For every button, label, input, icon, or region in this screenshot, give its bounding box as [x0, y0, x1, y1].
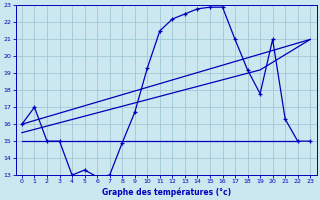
X-axis label: Graphe des températures (°c): Graphe des températures (°c)	[101, 187, 231, 197]
